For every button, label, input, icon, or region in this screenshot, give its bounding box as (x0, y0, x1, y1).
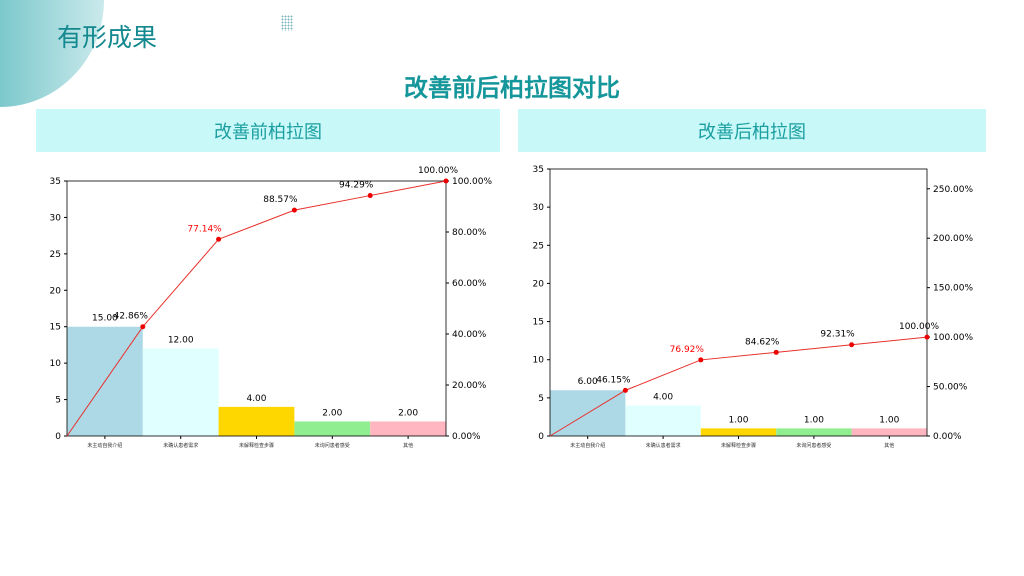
y2-tick-label: 0.00% (933, 432, 962, 442)
y-tick-label: 20 (533, 279, 545, 289)
bar-value-label: 1.00 (728, 415, 748, 425)
y-tick-label: 15 (50, 323, 61, 333)
y-tick-label: 15 (533, 318, 544, 328)
y2-tick-label: 200.00% (933, 234, 973, 244)
cumulative-label: 77.14% (187, 224, 222, 234)
x-tick-label: 未解释检查步骤 (239, 442, 274, 449)
bar-value-label: 1.00 (879, 415, 899, 425)
cumulative-label: 88.57% (263, 195, 298, 205)
bar-value-label: 6.00 (578, 377, 598, 387)
x-tick-label: 其他 (403, 442, 413, 449)
panel-header-before: 改善前柏拉图 (36, 109, 500, 152)
x-tick-label: 未询问患者感受 (315, 442, 350, 449)
x-tick-label: 未确认患者需求 (646, 442, 681, 449)
cumulative-label: 94.29% (339, 181, 374, 191)
cumulative-point (443, 178, 449, 184)
slide-title: 有形成果 (57, 23, 158, 52)
y-tick-label: 10 (533, 356, 545, 366)
x-tick-label: 未主动自我介绍 (570, 442, 605, 449)
y2-tick-label: 60.00% (452, 279, 487, 289)
bar (218, 406, 295, 436)
y-tick-label: 10 (50, 359, 62, 369)
panel-header-after: 改善后柏拉图 (518, 109, 986, 152)
cumulative-label: 92.31% (820, 330, 855, 340)
bar (370, 421, 446, 436)
cumulative-point (291, 207, 297, 213)
y-tick-label: 20 (50, 286, 62, 296)
x-tick-label: 未解释检查步骤 (721, 442, 756, 449)
dots-decoration (281, 15, 293, 31)
y2-tick-label: 100.00% (452, 177, 492, 187)
y2-tick-label: 0.00% (452, 432, 481, 442)
y-tick-label: 5 (55, 396, 61, 406)
bar-value-label: 2.00 (398, 408, 418, 418)
y2-tick-label: 50.00% (933, 383, 968, 393)
cumulative-point (216, 236, 222, 242)
x-tick-label: 未主动自我介绍 (87, 442, 122, 449)
cumulative-point (698, 357, 704, 363)
bar (700, 428, 777, 436)
y-tick-label: 5 (538, 394, 544, 404)
cumulative-point (367, 193, 373, 199)
y-tick-label: 0 (538, 432, 544, 442)
bar-value-label: 1.00 (804, 415, 824, 425)
bar (625, 405, 701, 436)
bar (776, 428, 852, 436)
y2-tick-label: 100.00% (933, 333, 973, 343)
bar (851, 428, 927, 436)
cumulative-point (849, 342, 855, 348)
x-tick-label: 未确认患者需求 (163, 442, 198, 449)
cumulative-label: 42.86% (114, 312, 149, 322)
cumulative-point (773, 349, 779, 355)
plot-frame (66, 180, 447, 437)
y2-tick-label: 20.00% (452, 381, 487, 391)
bar-value-label: 15.00 (92, 314, 118, 324)
y2-tick-label: 250.00% (933, 185, 973, 195)
y-tick-label: 25 (533, 241, 544, 251)
x-tick-label: 未询问患者感受 (796, 442, 831, 449)
y-tick-label: 30 (533, 203, 545, 213)
y2-tick-label: 150.00% (933, 284, 973, 294)
cumulative-label: 76.92% (670, 345, 705, 355)
main-title: 改善前后柏拉图对比 (404, 74, 620, 102)
y-tick-label: 35 (533, 165, 544, 175)
y-tick-label: 25 (50, 250, 61, 260)
y2-tick-label: 80.00% (452, 228, 487, 238)
plot-frame (549, 168, 928, 437)
y2-tick-label: 40.00% (452, 330, 487, 340)
cumulative-point (140, 324, 146, 330)
cumulative-point (924, 334, 930, 340)
cumulative-line (549, 336, 928, 437)
bar-value-label: 2.00 (322, 408, 342, 418)
y-tick-label: 30 (50, 213, 62, 223)
pareto-chart-after: 6.00 未主动自我介绍 4.00 未确认患者需求 1.00 未解释检查步骤 1.00 未询问… (533, 165, 974, 449)
x-tick-label: 其他 (884, 442, 894, 449)
cumulative-line (66, 180, 447, 437)
bar-value-label: 4.00 (246, 394, 266, 404)
cumulative-label: 100.00% (418, 166, 458, 176)
cumulative-point (622, 387, 628, 393)
y-tick-label: 0 (55, 432, 61, 442)
cumulative-label: 46.15% (596, 375, 631, 385)
y-tick-label: 35 (50, 177, 61, 187)
bar-value-label: 4.00 (653, 392, 673, 402)
cumulative-label: 84.62% (745, 337, 780, 347)
pareto-chart-before: 15.00 未主动自我介绍 12.00 未确认患者需求 4.00 未解释检查步骤 2.00 未… (50, 166, 493, 449)
cumulative-label: 100.00% (899, 322, 939, 332)
bar (142, 348, 219, 436)
bar-value-label: 12.00 (168, 336, 194, 346)
bar (294, 421, 371, 436)
